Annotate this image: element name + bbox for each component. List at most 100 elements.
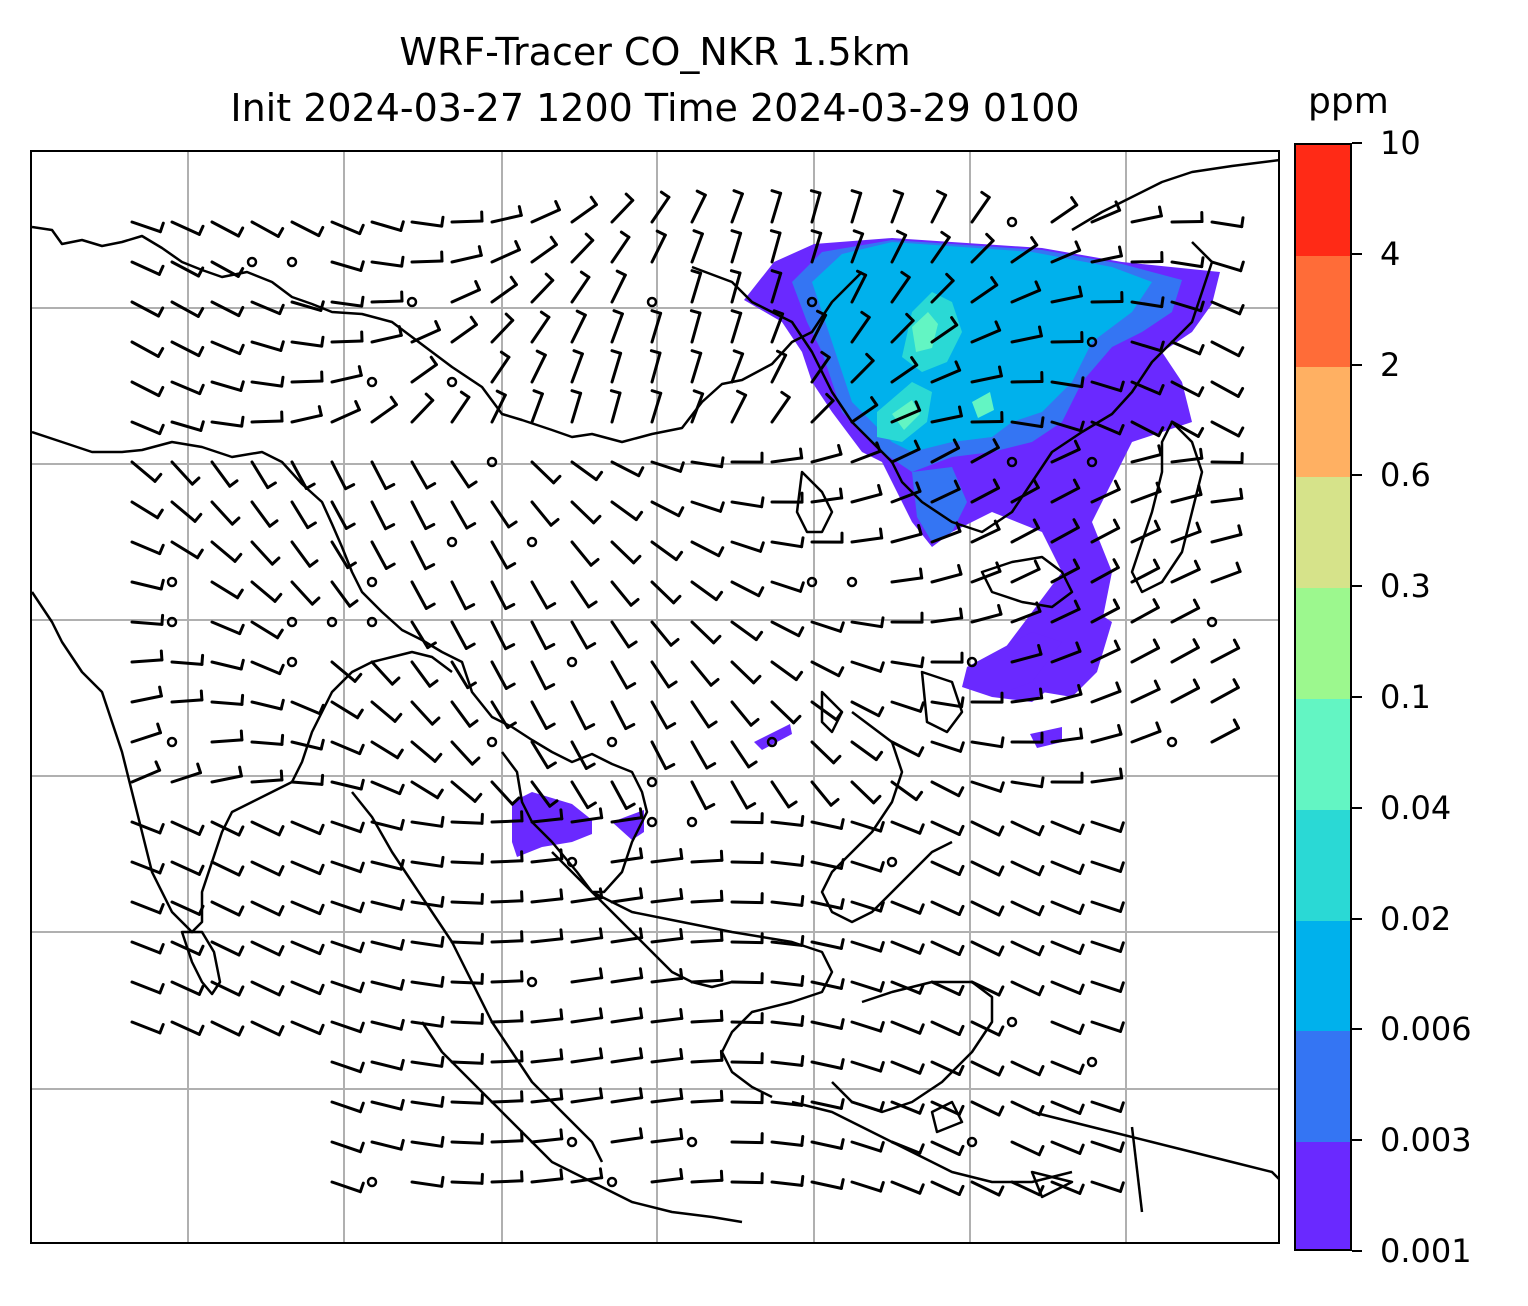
wind-barb-feather	[950, 316, 959, 327]
wind-barb	[850, 449, 882, 464]
wind-barb	[1050, 1060, 1082, 1075]
wind-barb-feather	[1037, 945, 1045, 957]
wind-barb	[370, 780, 402, 796]
wind-barb-feather	[959, 607, 964, 620]
colorbar-segment	[1296, 699, 1350, 811]
wind-barb-feather	[918, 1023, 925, 1035]
calm-wind-marker	[446, 536, 458, 548]
wind-barb-feather	[1040, 776, 1045, 789]
wind-barb-feather	[776, 349, 788, 357]
wind-barb-feather	[669, 638, 680, 647]
wind-barb	[730, 700, 753, 727]
wind-barb	[850, 820, 883, 833]
wind-barb-feather	[839, 938, 845, 950]
wind-barb-feather	[769, 229, 782, 235]
wind-barb	[410, 1100, 444, 1108]
wind-barb	[1170, 646, 1200, 664]
calm-wind-marker	[886, 856, 898, 868]
wind-barb-feather	[896, 229, 908, 237]
wind-barb	[410, 620, 430, 650]
wind-barb	[650, 1176, 684, 1184]
wind-barb-feather	[319, 738, 325, 751]
wind-barb-feather	[277, 985, 285, 997]
wind-barb-feather	[918, 823, 925, 835]
calm-wind-marker	[1086, 456, 1098, 468]
wind-barb	[250, 740, 284, 746]
wind-barb-feather	[629, 598, 640, 607]
wind-barb	[730, 900, 764, 905]
wind-barb	[250, 940, 281, 957]
wind-barb-feather	[957, 1184, 965, 1196]
wind-barb	[1010, 696, 1044, 704]
wind-barb	[370, 820, 403, 831]
calm-wind-marker	[1086, 336, 1098, 348]
wind-barb	[410, 900, 444, 908]
wind-barb	[1130, 606, 1160, 624]
wind-barb-feather	[504, 312, 515, 322]
calm-wind-marker	[1086, 1056, 1098, 1068]
calm-wind-marker	[1006, 456, 1018, 468]
wind-barb	[250, 900, 281, 917]
wind-barb-feather	[770, 189, 783, 195]
wind-barb-feather	[638, 1087, 644, 1100]
wind-barb	[810, 780, 833, 807]
wind-barb	[690, 540, 721, 558]
wind-barb-feather	[344, 522, 356, 530]
colorbar-segment	[1296, 145, 1350, 257]
wind-barb	[850, 315, 871, 344]
colorbar-tick-label: 0.04	[1380, 788, 1452, 827]
wind-barb	[130, 940, 162, 955]
wind-barb	[890, 940, 922, 955]
wind-barb	[530, 1137, 564, 1144]
wind-barb-feather	[424, 523, 436, 531]
wind-barb-feather	[852, 229, 865, 236]
wind-barb-feather	[310, 596, 321, 606]
wind-barb	[810, 496, 844, 504]
wind-barb-feather	[632, 554, 642, 565]
wind-barb-feather	[816, 309, 828, 317]
colorbar-tick	[1352, 252, 1362, 255]
wind-barb	[850, 660, 882, 673]
wind-barb	[730, 740, 751, 769]
wind-barb	[970, 527, 1001, 544]
wind-barb-feather	[829, 798, 840, 807]
wind-barb-feather	[548, 799, 559, 808]
wind-barb	[130, 260, 161, 276]
wind-barb	[330, 260, 363, 272]
wind-barb	[450, 395, 471, 424]
wind-barb-feather	[354, 400, 361, 412]
wind-barb	[610, 1136, 644, 1144]
wind-barb	[290, 540, 312, 568]
wind-barb-feather	[624, 192, 635, 202]
wind-barb	[330, 860, 362, 874]
wind-barb-feather	[679, 888, 684, 900]
calm-wind-marker	[1166, 736, 1178, 748]
wind-barb	[610, 580, 633, 607]
wind-barb-feather	[955, 521, 962, 533]
wind-barb-feather	[598, 1007, 604, 1020]
wind-barb	[130, 1020, 162, 1035]
wind-barb	[210, 500, 234, 526]
calm-wind-marker	[606, 1176, 618, 1188]
colorbar-unit-label: ppm	[1308, 81, 1389, 122]
wind-barb	[530, 392, 544, 424]
wind-barb-feather	[917, 524, 923, 536]
wind-barb-feather	[544, 683, 556, 691]
wind-barb-feather	[318, 823, 325, 836]
wind-barb	[210, 700, 244, 706]
wind-barb	[690, 232, 704, 264]
wind-barb	[1010, 288, 1042, 304]
wind-barb	[930, 1020, 961, 1036]
wind-barb	[530, 740, 550, 770]
wind-barb	[970, 283, 999, 304]
wind-barb	[1050, 248, 1082, 264]
wind-barb	[490, 393, 507, 424]
wind-barb-feather	[474, 280, 481, 292]
wind-barb	[330, 339, 364, 344]
wind-barb	[970, 195, 991, 224]
coastline	[1030, 1170, 1074, 1199]
wind-barb	[370, 700, 397, 723]
wind-barb-feather	[589, 195, 598, 207]
wind-barb-feather	[237, 985, 245, 997]
calm-wind-marker	[166, 616, 178, 628]
